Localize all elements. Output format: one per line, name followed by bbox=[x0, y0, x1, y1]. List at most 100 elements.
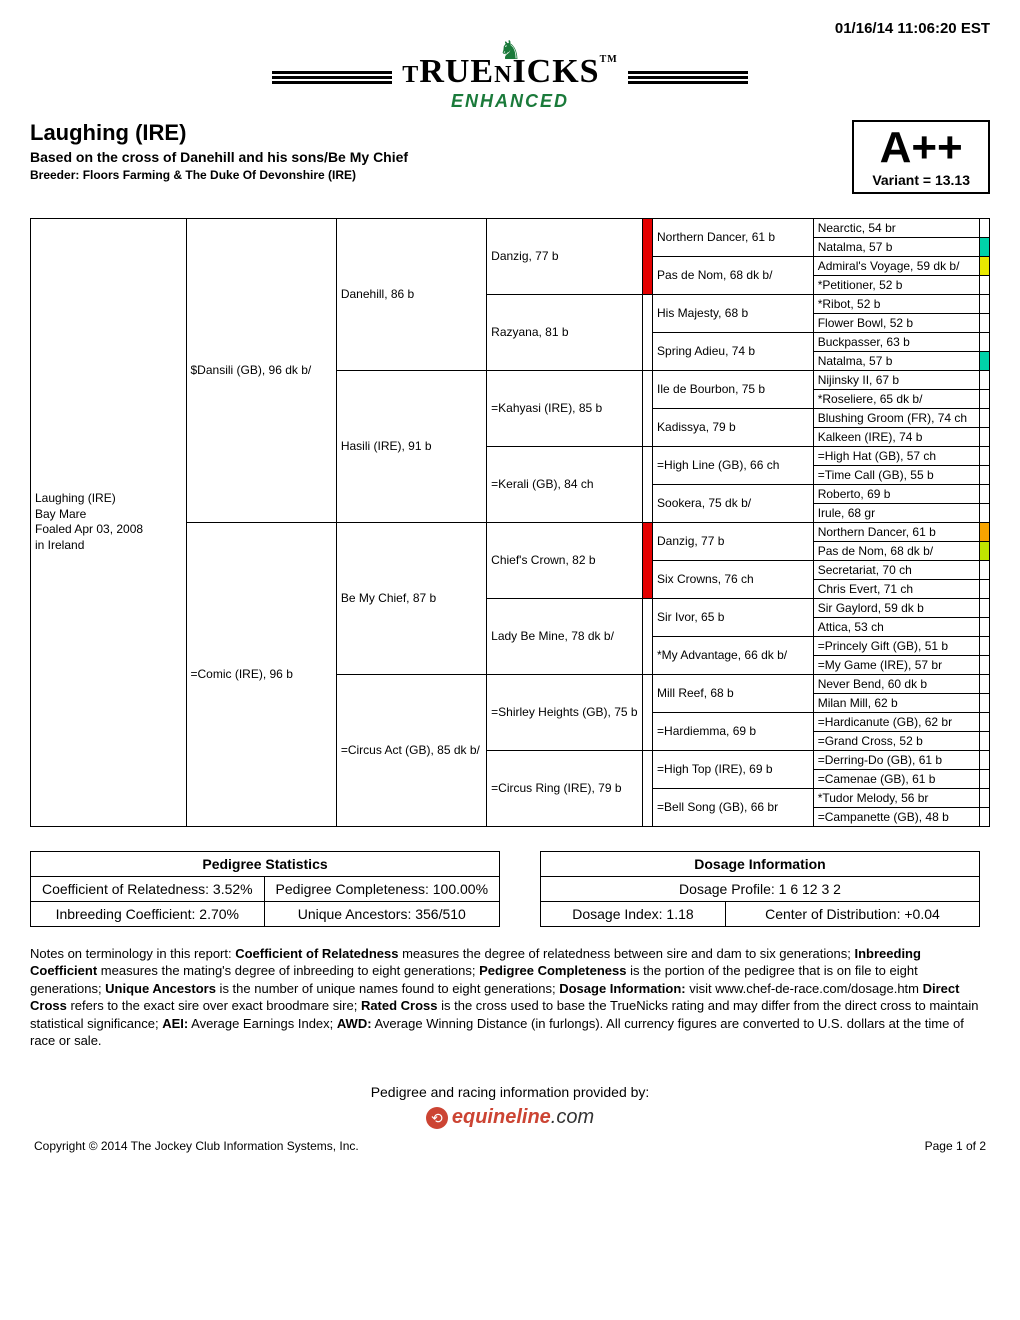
pedigree-g5-bar bbox=[979, 294, 989, 313]
center-dist: Center of Distribution: +0.04 bbox=[725, 901, 979, 926]
unique-ancestors: Unique Ancestors: 356/510 bbox=[264, 901, 499, 926]
pedigree-g4: Danzig, 77 b bbox=[653, 522, 814, 560]
pedigree-g5-bar bbox=[979, 389, 989, 408]
notes-t9: AWD: bbox=[337, 1016, 372, 1031]
pedigree-g5-bar bbox=[979, 769, 989, 788]
breeder-line: Breeder: Floors Farming & The Duke Of De… bbox=[30, 168, 408, 182]
pedigree-g4: Sir Ivor, 65 b bbox=[653, 598, 814, 636]
pedigree-g5: Chris Evert, 71 ch bbox=[813, 579, 979, 598]
pedigree-g2: Hasili (IRE), 91 b bbox=[336, 370, 486, 522]
stats-row: Pedigree Statistics Coefficient of Relat… bbox=[30, 851, 990, 927]
pedigree-g3-bar bbox=[642, 750, 652, 826]
pedigree-subject: Laughing (IRE)Bay MareFoaled Apr 03, 200… bbox=[31, 218, 187, 826]
header-row: Laughing (IRE) Based on the cross of Dan… bbox=[30, 120, 990, 194]
swoosh-icon: ⟲ bbox=[426, 1107, 448, 1129]
pedigree-g4: Ile de Bourbon, 75 b bbox=[653, 370, 814, 408]
pedigree-g2: Be My Chief, 87 b bbox=[336, 522, 486, 674]
notes-d1: measures the degree of relatedness betwe… bbox=[398, 946, 854, 961]
pedigree-g5: Nijinsky II, 67 b bbox=[813, 370, 979, 389]
pedigree-g5: Buckpasser, 63 b bbox=[813, 332, 979, 351]
inbreed-coef: Inbreeding Coefficient: 2.70% bbox=[31, 901, 265, 926]
notes-d2: measures the mating's degree of inbreedi… bbox=[97, 963, 479, 978]
pedigree-g2: =Circus Act (GB), 85 dk b/ bbox=[336, 674, 486, 826]
copyright: Copyright © 2014 The Jockey Club Informa… bbox=[34, 1139, 359, 1153]
notes-d8: Average Earnings Index; bbox=[188, 1016, 337, 1031]
logo-sub: ENHANCED bbox=[402, 91, 617, 112]
pedigree-g5-bar bbox=[979, 313, 989, 332]
pedigree-g3-bar bbox=[642, 674, 652, 750]
pedigree-g5: Flower Bowl, 52 b bbox=[813, 313, 979, 332]
pedigree-g5: =Camenae (GB), 61 b bbox=[813, 769, 979, 788]
notes-t1: Coefficient of Relatedness bbox=[235, 946, 398, 961]
pedigree-g5: Milan Mill, 62 b bbox=[813, 693, 979, 712]
pedigree-g5-bar bbox=[979, 256, 989, 275]
pedigree-table: Laughing (IRE)Bay MareFoaled Apr 03, 200… bbox=[30, 218, 990, 827]
horse-name: Laughing (IRE) bbox=[30, 120, 408, 146]
pedigree-g3: Razyana, 81 b bbox=[487, 294, 643, 370]
pedigree-g3-bar bbox=[642, 370, 652, 446]
pedigree-g5-bar bbox=[979, 275, 989, 294]
pedigree-g5-bar bbox=[979, 503, 989, 522]
rating-variant: Variant = 13.13 bbox=[872, 172, 970, 188]
pedigree-g5: Pas de Nom, 68 dk b/ bbox=[813, 541, 979, 560]
pedigree-g3: Lady Be Mine, 78 dk b/ bbox=[487, 598, 643, 674]
pedigree-g5-bar bbox=[979, 807, 989, 826]
pedigree-g4: Mill Reef, 68 b bbox=[653, 674, 814, 712]
pedigree-g3-bar bbox=[642, 522, 652, 598]
pedigree-g5: Never Bend, 60 dk b bbox=[813, 674, 979, 693]
pedigree-g4: Six Crowns, 76 ch bbox=[653, 560, 814, 598]
pedigree-g5: Northern Dancer, 61 b bbox=[813, 522, 979, 541]
pedigree-g5-bar bbox=[979, 522, 989, 541]
logo-lines-right bbox=[628, 71, 748, 84]
pedigree-g4: Sookera, 75 dk b/ bbox=[653, 484, 814, 522]
notes-d4: is the number of unique names found to e… bbox=[216, 981, 559, 996]
pedigree-g5-bar bbox=[979, 712, 989, 731]
pedigree-g5-bar bbox=[979, 218, 989, 237]
pedigree-g5-bar bbox=[979, 408, 989, 427]
page-number: Page 1 of 2 bbox=[925, 1139, 986, 1153]
brand-eq: equineline bbox=[452, 1106, 551, 1128]
pedigree-g5: *Petitioner, 52 b bbox=[813, 275, 979, 294]
rating-grade: A++ bbox=[872, 126, 970, 170]
pedigree-g5-bar bbox=[979, 750, 989, 769]
pedigree-g4: *My Advantage, 66 dk b/ bbox=[653, 636, 814, 674]
pedigree-stats-table: Pedigree Statistics Coefficient of Relat… bbox=[30, 851, 500, 927]
notes-prefix: Notes on terminology in this report: bbox=[30, 946, 235, 961]
pedigree-g5-bar bbox=[979, 465, 989, 484]
pedigree-g5-bar bbox=[979, 332, 989, 351]
pedigree-g5-bar bbox=[979, 560, 989, 579]
pedigree-g3: Chief's Crown, 82 b bbox=[487, 522, 643, 598]
stats-right-header: Dosage Information bbox=[541, 851, 980, 876]
dosage-index: Dosage Index: 1.18 bbox=[541, 901, 726, 926]
coef-related: Coefficient of Relatedness: 3.52% bbox=[31, 876, 265, 901]
footer: Pedigree and racing information provided… bbox=[30, 1084, 990, 1153]
pedigree-g4: =High Top (IRE), 69 b bbox=[653, 750, 814, 788]
pedigree-g5: Kalkeen (IRE), 74 b bbox=[813, 427, 979, 446]
pedigree-g2: Danehill, 86 b bbox=[336, 218, 486, 370]
trademark: TM bbox=[600, 54, 618, 65]
pedigree-g5-bar bbox=[979, 693, 989, 712]
pedigree-g5: Secretariat, 70 ch bbox=[813, 560, 979, 579]
logo-text: TRUENICKSTM bbox=[402, 55, 617, 89]
pedigree-g1: =Comic (IRE), 96 b bbox=[186, 522, 336, 826]
pedigree-g4: Northern Dancer, 61 b bbox=[653, 218, 814, 256]
pedigree-g5-bar bbox=[979, 674, 989, 693]
notes-d6: refers to the exact sire over exact broo… bbox=[67, 998, 361, 1013]
pedigree-g5: Attica, 53 ch bbox=[813, 617, 979, 636]
dosage-profile: Dosage Profile: 1 6 12 3 2 bbox=[541, 876, 980, 901]
pedigree-g5-bar bbox=[979, 446, 989, 465]
notes-t7: Rated Cross bbox=[361, 998, 438, 1013]
pedigree-g1: $Dansili (GB), 96 dk b/ bbox=[186, 218, 336, 522]
notes-t3: Pedigree Completeness bbox=[479, 963, 626, 978]
pedigree-g5: =Time Call (GB), 55 b bbox=[813, 465, 979, 484]
pedigree-g5: Blushing Groom (FR), 74 ch bbox=[813, 408, 979, 427]
notes-paragraph: Notes on terminology in this report: Coe… bbox=[30, 945, 990, 1050]
pedigree-g5: Natalma, 57 b bbox=[813, 351, 979, 370]
pedigree-g5-bar bbox=[979, 731, 989, 750]
pedigree-g5-bar bbox=[979, 427, 989, 446]
pedigree-g5-bar bbox=[979, 788, 989, 807]
pedigree-g5: Roberto, 69 b bbox=[813, 484, 979, 503]
logo-row: ♞ TRUENICKSTM ENHANCED bbox=[30, 43, 990, 112]
logo-center: ♞ TRUENICKSTM ENHANCED bbox=[402, 43, 617, 112]
pedigree-g5: *Tudor Melody, 56 br bbox=[813, 788, 979, 807]
